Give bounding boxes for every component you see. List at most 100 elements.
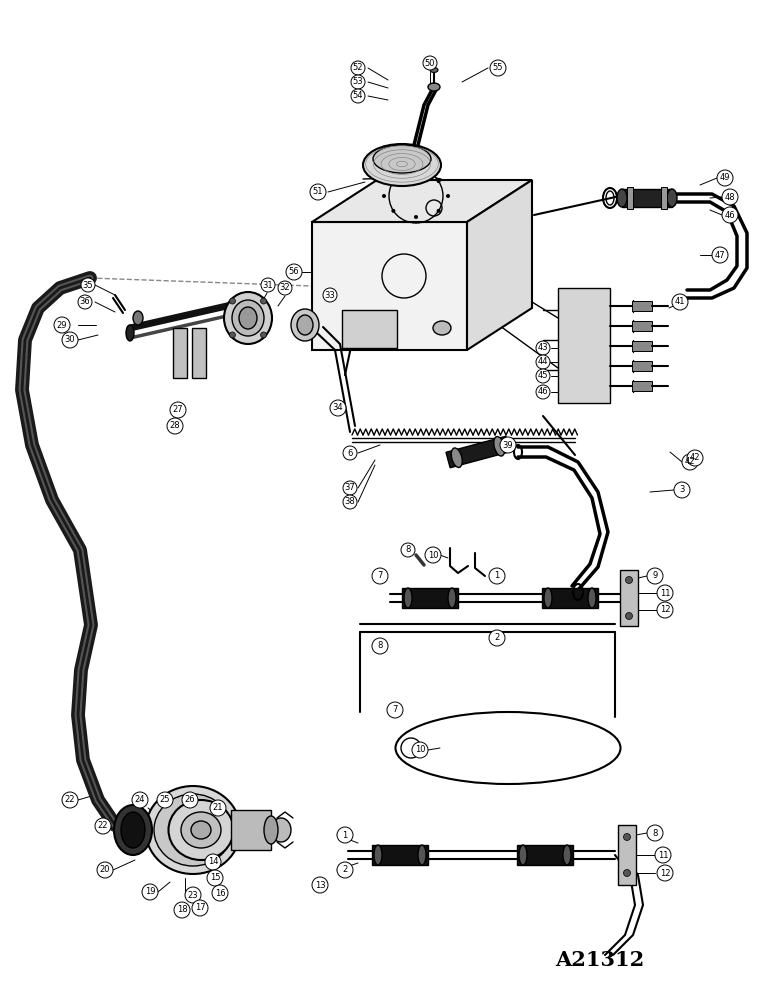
Ellipse shape (563, 845, 571, 865)
Text: 29: 29 (57, 320, 67, 330)
Circle shape (624, 834, 631, 840)
Circle shape (387, 702, 403, 718)
Text: 35: 35 (83, 280, 93, 290)
Bar (632, 381, 652, 391)
Text: 8: 8 (378, 642, 383, 650)
Ellipse shape (264, 816, 278, 844)
Ellipse shape (363, 144, 441, 186)
Circle shape (192, 900, 208, 916)
Circle shape (500, 437, 516, 453)
Circle shape (205, 854, 221, 870)
Circle shape (536, 355, 550, 369)
Text: 25: 25 (160, 796, 171, 804)
Circle shape (207, 870, 223, 886)
Ellipse shape (297, 315, 313, 335)
Circle shape (343, 495, 357, 509)
Circle shape (647, 825, 663, 841)
Circle shape (425, 547, 441, 563)
Bar (517, 845, 573, 865)
Circle shape (655, 847, 671, 863)
Text: 42: 42 (689, 454, 700, 462)
Text: 8: 8 (652, 828, 658, 838)
Bar (402, 588, 458, 608)
Circle shape (229, 332, 235, 338)
Text: 38: 38 (344, 497, 355, 506)
Text: 13: 13 (315, 880, 325, 890)
Ellipse shape (154, 794, 232, 866)
Circle shape (489, 630, 505, 646)
Text: 52: 52 (353, 64, 364, 73)
Circle shape (62, 332, 78, 348)
Polygon shape (312, 180, 532, 222)
Circle shape (372, 568, 388, 584)
Text: 18: 18 (177, 906, 188, 914)
Circle shape (212, 885, 228, 901)
Circle shape (682, 454, 698, 470)
Text: 49: 49 (720, 174, 730, 182)
Text: 27: 27 (173, 406, 183, 414)
Ellipse shape (191, 821, 211, 839)
Circle shape (722, 207, 738, 223)
Text: 10: 10 (415, 746, 425, 754)
Ellipse shape (667, 189, 677, 207)
Circle shape (401, 543, 415, 557)
Bar (446, 436, 510, 468)
Ellipse shape (373, 145, 431, 173)
Text: 53: 53 (353, 78, 364, 87)
Circle shape (330, 400, 346, 416)
Bar (231, 810, 271, 850)
Ellipse shape (224, 292, 272, 344)
Ellipse shape (133, 311, 143, 325)
Circle shape (391, 179, 395, 183)
Text: 11: 11 (658, 850, 669, 859)
Circle shape (95, 818, 111, 834)
Circle shape (185, 887, 201, 903)
Text: 16: 16 (215, 888, 225, 898)
Text: 41: 41 (675, 298, 686, 306)
Circle shape (62, 792, 78, 808)
Ellipse shape (588, 588, 596, 608)
Circle shape (323, 288, 337, 302)
Ellipse shape (121, 812, 145, 848)
Text: 56: 56 (289, 267, 300, 276)
Ellipse shape (494, 437, 505, 456)
Circle shape (489, 568, 505, 584)
Text: 33: 33 (324, 290, 335, 300)
Circle shape (372, 638, 388, 654)
Bar (192, 328, 206, 378)
Text: 39: 39 (503, 440, 513, 450)
Circle shape (625, 576, 632, 584)
Polygon shape (312, 222, 467, 350)
Text: 50: 50 (425, 58, 435, 68)
Circle shape (351, 61, 365, 75)
Circle shape (337, 827, 353, 843)
Ellipse shape (126, 325, 134, 341)
Text: 42: 42 (685, 458, 696, 466)
Circle shape (712, 247, 728, 263)
Bar (632, 321, 652, 331)
Text: 7: 7 (392, 706, 398, 714)
Circle shape (337, 862, 353, 878)
Bar (173, 328, 187, 378)
Circle shape (278, 281, 292, 295)
Circle shape (343, 446, 357, 460)
Text: 45: 45 (538, 371, 548, 380)
Circle shape (446, 194, 450, 198)
Text: 12: 12 (660, 605, 670, 614)
Bar (620, 570, 638, 626)
Text: 34: 34 (333, 403, 344, 412)
Text: 14: 14 (208, 857, 218, 866)
Circle shape (412, 742, 428, 758)
Ellipse shape (181, 812, 221, 848)
Bar (632, 341, 652, 351)
Ellipse shape (418, 845, 426, 865)
Text: 26: 26 (185, 796, 195, 804)
Bar (622, 189, 672, 207)
Text: 54: 54 (353, 92, 364, 101)
Text: 24: 24 (135, 796, 145, 804)
Circle shape (437, 209, 441, 213)
Circle shape (78, 295, 92, 309)
Ellipse shape (404, 588, 412, 608)
Text: 51: 51 (313, 188, 323, 196)
Ellipse shape (519, 845, 527, 865)
